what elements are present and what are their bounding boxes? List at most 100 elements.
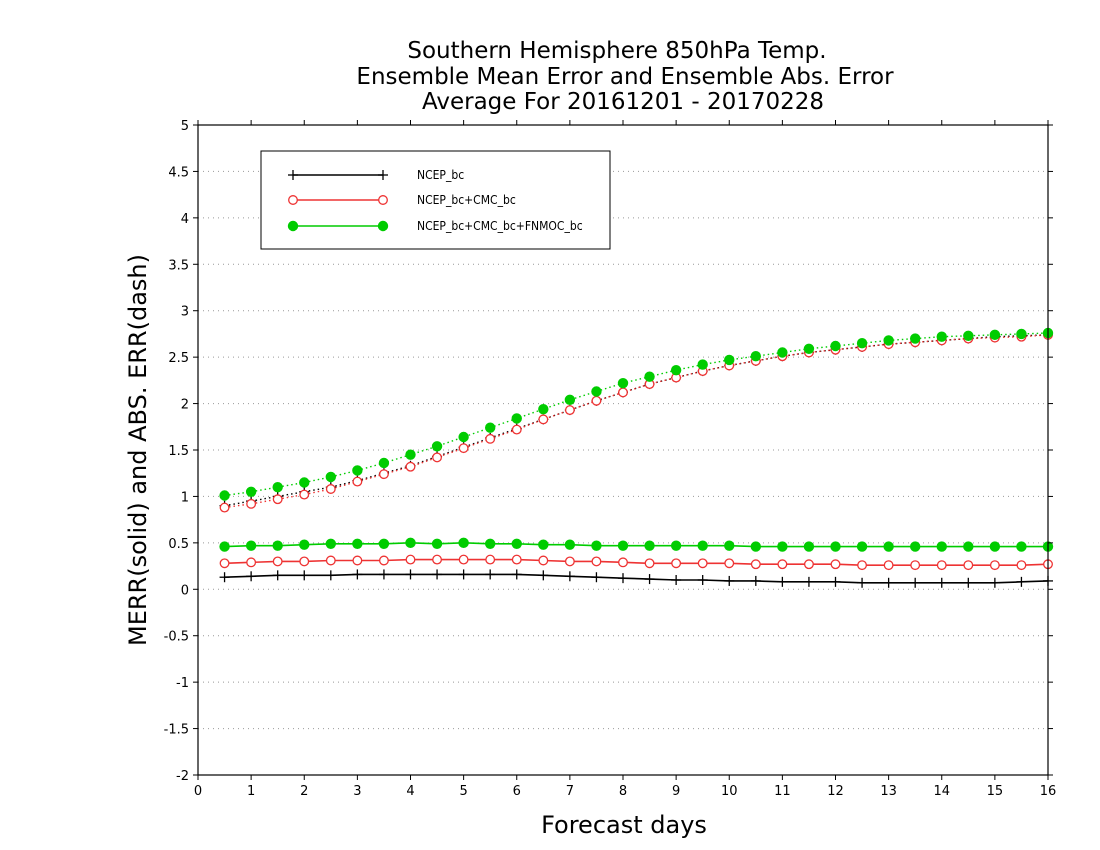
merr-point xyxy=(883,577,894,588)
merr-point xyxy=(246,571,257,582)
y-tick-label: 0.5 xyxy=(168,537,189,552)
merr-point xyxy=(405,569,416,580)
abs-err-point xyxy=(750,351,762,362)
legend-marker xyxy=(377,220,389,232)
abs-err-point xyxy=(431,441,443,452)
x-tick-label: 16 xyxy=(1040,784,1057,799)
merr-point xyxy=(352,555,363,566)
merr-point xyxy=(405,554,416,565)
y-tick-label: 2 xyxy=(181,398,189,413)
y-tick-label: 2.5 xyxy=(168,351,189,366)
y-tick-label: 0 xyxy=(181,583,189,598)
merr-point xyxy=(458,537,469,549)
merr-point xyxy=(989,541,1001,552)
abs-err-point xyxy=(378,457,390,469)
tick-layer: -2-1.5-1-0.500.511.522.533.544.550 1 2 3 4 5 6… xyxy=(164,119,1057,799)
merr-point xyxy=(617,540,629,551)
merr-point xyxy=(219,541,230,552)
merr-point xyxy=(484,538,496,549)
abs-err-point xyxy=(909,333,921,344)
merr-point xyxy=(325,555,336,566)
abs-err-layer xyxy=(219,327,1054,513)
merr-point xyxy=(644,540,655,551)
grid-layer xyxy=(198,170,1048,730)
legend-entry: NCEP_bc xyxy=(288,168,464,182)
x-tick-label: 6 xyxy=(513,784,521,799)
legend-marker xyxy=(378,170,388,180)
legend-marker xyxy=(288,195,298,205)
merr-point xyxy=(378,569,389,580)
merr-point xyxy=(432,554,443,565)
abs-err-point xyxy=(405,461,416,472)
legend-marker xyxy=(378,195,388,205)
abs-err-point xyxy=(299,489,310,500)
merr-point xyxy=(564,539,576,550)
abs-err-point xyxy=(989,329,1001,341)
x-tick-label: 10 xyxy=(721,784,738,799)
merr-point xyxy=(352,569,363,580)
merr-point xyxy=(697,540,708,551)
x-tick-label: 7 xyxy=(566,784,574,799)
merr-point xyxy=(432,569,443,580)
merr-point xyxy=(299,539,310,550)
merr-point xyxy=(1016,560,1027,571)
merr-point xyxy=(511,538,522,549)
merr-line xyxy=(224,573,1049,584)
merr-line xyxy=(224,558,1049,566)
merr-point xyxy=(910,560,921,571)
abs-err-point xyxy=(591,395,602,406)
merr-point xyxy=(883,560,894,571)
abs-err-point xyxy=(246,498,257,509)
merr-point xyxy=(352,538,363,549)
abs-err-point xyxy=(564,405,575,416)
merr-point xyxy=(299,556,310,567)
merr-point xyxy=(936,577,947,588)
y-axis-label: MERR(solid) and ABS. ERR(dash) xyxy=(124,254,152,646)
merr-point xyxy=(431,538,443,549)
merr-point xyxy=(591,556,602,567)
merr-point xyxy=(591,540,602,551)
abs-err-point xyxy=(697,359,708,370)
abs-err-point xyxy=(644,371,655,382)
y-tick-label: -1 xyxy=(176,676,189,691)
merr-point xyxy=(857,560,868,571)
merr-point xyxy=(511,554,522,565)
merr-point xyxy=(750,575,761,586)
abs-err-point xyxy=(883,335,894,346)
merr-point xyxy=(458,554,469,565)
merr-point xyxy=(963,577,974,588)
merr-point xyxy=(989,577,1000,588)
merr-point xyxy=(378,538,390,549)
merr-point xyxy=(325,538,337,549)
merr-point xyxy=(378,555,389,566)
merr-point xyxy=(538,539,549,550)
abs-err-point xyxy=(538,403,549,415)
merr-point xyxy=(830,559,841,570)
abs-err-point xyxy=(378,469,389,480)
merr-point xyxy=(909,541,921,552)
title-line-2: Ensemble Mean Error and Ensemble Abs. Er… xyxy=(356,64,894,90)
merr-point xyxy=(750,559,761,570)
y-tick-label: -2 xyxy=(176,769,189,784)
abs-err-point xyxy=(245,486,257,497)
merr-point xyxy=(963,560,974,571)
abs-err-point xyxy=(963,330,974,341)
legend-entry: NCEP_bc+CMC_bc xyxy=(288,193,516,207)
abs-err-point xyxy=(432,452,443,463)
merr-point xyxy=(325,570,336,581)
merr-point xyxy=(777,576,788,587)
merr-point xyxy=(803,576,814,587)
abs-err-point xyxy=(564,394,576,406)
abs-err-point xyxy=(352,476,363,487)
x-tick-label: 15 xyxy=(987,784,1004,799)
legend-label: NCEP_bc+CMC_bc+FNMOC_bc xyxy=(417,219,583,233)
abs-err-point xyxy=(272,494,283,505)
merr-point xyxy=(671,558,682,569)
merr-point xyxy=(644,574,655,585)
abs-err-point xyxy=(936,331,947,342)
merr-point xyxy=(724,540,735,551)
merr-point xyxy=(697,575,708,585)
merr-point xyxy=(1016,576,1027,587)
y-tick-label: -1.5 xyxy=(164,723,189,738)
merr-point xyxy=(299,570,310,581)
